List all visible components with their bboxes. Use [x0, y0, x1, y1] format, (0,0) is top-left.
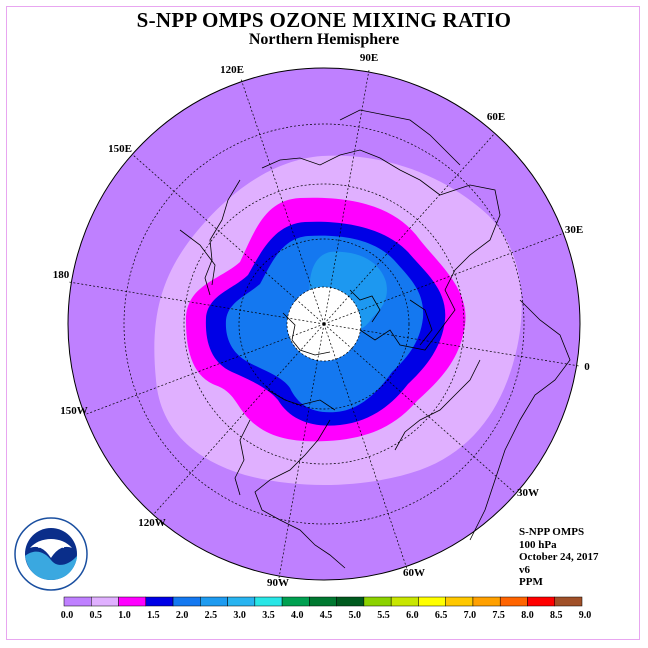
lon-label-120e: 120E [220, 64, 244, 76]
map-subtitle: Northern Hemisphere [248, 31, 400, 48]
info-version: v6 [519, 563, 530, 576]
map-border [67, 67, 581, 581]
lon-label-120w: 120W [138, 517, 166, 529]
lon-label-150e: 150E [108, 143, 132, 155]
info-date: October 24, 2017 [519, 551, 599, 563]
lon-label-30w: 30W [517, 487, 539, 499]
lon-label-90w: 90W [267, 577, 289, 589]
info-units: PPM [519, 576, 543, 588]
lon-label-60w: 60W [403, 567, 425, 579]
figure-frame [6, 6, 640, 640]
coastlines [179, 109, 571, 569]
lon-label-90e: 90E [360, 52, 378, 64]
lon-label-60e: 60E [487, 111, 505, 123]
lon-label-150w: 150W [60, 405, 88, 417]
svg-text:NOAA: NOAA [38, 540, 65, 550]
product-info: S-NPP OMPS 100 hPa October 24, 2017 v6 P… [519, 526, 599, 589]
lon-label-0: 0 [584, 361, 590, 373]
info-instrument: S-NPP OMPS [519, 526, 585, 538]
info-level: 100 hPa [519, 538, 557, 551]
noaa-logo: NOAA [14, 517, 88, 591]
lon-label-180: 180 [53, 269, 70, 281]
graticule [68, 69, 580, 579]
map-title: S-NPP OMPS OZONE MIXING RATIO [136, 8, 512, 32]
lon-label-30e: 30E [565, 224, 583, 236]
